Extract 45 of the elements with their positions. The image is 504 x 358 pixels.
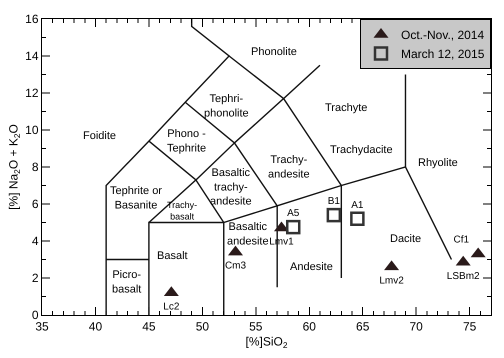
data-label: Cf1	[453, 234, 470, 246]
annotation: Trachy- andesite	[268, 154, 310, 180]
y-tick-label: 8	[32, 160, 39, 174]
annotation: Trachydacite	[330, 144, 393, 156]
x-tick-label: 55	[249, 320, 263, 334]
annotation: Basalt	[157, 250, 188, 262]
data-label: Cm3	[224, 260, 246, 272]
x-tick-label: 70	[409, 320, 424, 334]
annotation: Dacite	[390, 233, 422, 245]
annotation: Picro- basalt	[112, 269, 142, 296]
annotation: Phonolite	[251, 46, 297, 58]
y-tick-label: 2	[32, 271, 39, 286]
annotation: Rhyolite	[418, 157, 458, 169]
y-tick-label: 14	[25, 49, 39, 64]
annotation: Tephri- phonolite	[204, 93, 249, 120]
x-tick-label: 50	[196, 320, 210, 334]
annotation: Trachy- basalt	[167, 200, 198, 222]
data-label: Lc2	[163, 301, 180, 312]
annotation: Foidite	[83, 130, 116, 142]
annotation: Trachyte	[325, 102, 368, 114]
data-label: A5	[287, 208, 300, 220]
data-label: LSBm2	[446, 270, 480, 282]
legend-label: March 12, 2015	[401, 47, 485, 62]
x-axis-title: [%]SiO$_{2}$	[245, 334, 288, 350]
y-tick-label: 16	[25, 12, 39, 26]
annotation: Tephrite or Basanite	[110, 185, 162, 212]
y-tick-label: 12	[25, 86, 39, 100]
y-tick-label: 4	[32, 234, 39, 248]
x-tick-label: 35	[35, 320, 49, 334]
data-label: A1	[351, 200, 364, 211]
x-tick-label: 60	[302, 320, 316, 334]
annotation: Phono - Tephrite	[167, 128, 206, 154]
data-label: Lmv2	[379, 276, 404, 287]
y-tick-label: 0	[32, 308, 39, 322]
annotation: Basaltic trachy- andesite	[210, 167, 252, 208]
x-tick-label: 65	[356, 320, 370, 334]
legend-label: Oct.-Nov., 2014	[401, 28, 484, 42]
annotation: Andesite	[290, 261, 333, 273]
y-tick-label: 6	[32, 197, 39, 212]
x-tick-label: 45	[142, 320, 156, 334]
x-tick-label: 40	[88, 320, 102, 334]
annotation: Basaltic andesite	[227, 221, 269, 248]
x-tick-label: 75	[462, 320, 477, 334]
y-tick-label: 10	[25, 123, 39, 138]
data-label: B1	[328, 196, 340, 208]
